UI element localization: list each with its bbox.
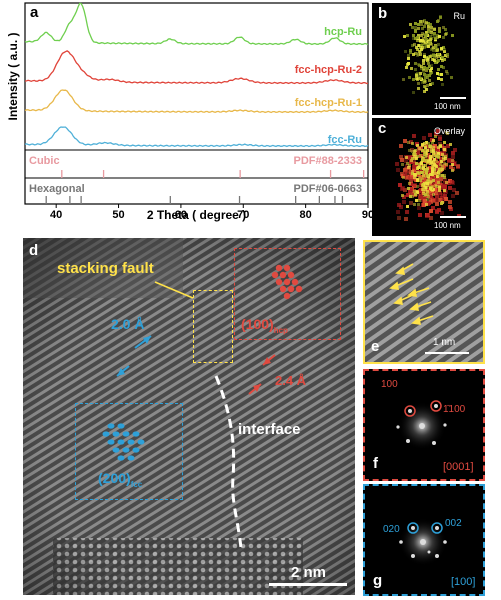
series-label-fcc-hcp-Ru-1: fcc-hcp-Ru-1	[295, 97, 362, 109]
map-b-scale-label: 100 nm	[434, 102, 461, 111]
fft-f-spot-marker-1	[404, 405, 416, 417]
xrd-panel: 40 50 60 70 80 90 2 Theta ( degree ) Intensity …	[0, 0, 374, 222]
panel-label-e: e	[371, 338, 380, 355]
fcc-region-box	[75, 403, 183, 500]
fft-g-spot-marker-1	[407, 522, 419, 534]
fft-panel-f: 100 1̄100 f [0001]	[363, 369, 485, 481]
ref-pdf-Cubic: PDF#88-2333	[294, 155, 363, 167]
fft-f-zone-label: [0001]	[443, 461, 474, 473]
map-c-scale-label: 100 nm	[434, 221, 461, 230]
x-axis-label: 2 Theta ( degree )	[147, 208, 246, 222]
hrtem-panel: d stacking fault (100)hcp (200)fcc 2.0 Å…	[23, 238, 355, 595]
fft-f-spot1-label: 100	[381, 379, 398, 390]
fft-f-spot2-label: 1̄100	[443, 404, 466, 415]
panel-label-f: f	[373, 455, 378, 472]
eds-overlay-map: c Overlay 100 nm	[372, 118, 471, 236]
x-tick-label: 90	[362, 209, 372, 221]
map-b-scale-bar	[440, 97, 466, 99]
hrtem-image	[23, 238, 355, 595]
series-label-fcc-Ru: fcc-Ru	[328, 134, 362, 146]
plot-frame	[24, 2, 369, 205]
fcc-spacing-label: 2.0 Å	[111, 316, 145, 332]
hcp-plane-label: (100)hcp	[241, 316, 288, 335]
panel-e-scale-label: 1 nm	[433, 337, 456, 348]
tem-overlay-marks	[102, 264, 347, 586]
fft-g-zone-label: [100]	[451, 576, 476, 588]
stacking-fault-pointer	[154, 281, 194, 299]
eds-ru-map: b Ru 100 nm	[372, 3, 471, 115]
x-tick-label: 70	[237, 209, 249, 221]
fft-g-image	[399, 518, 447, 566]
tem-scale-label: 2 nm	[291, 564, 327, 581]
y-axis-label: Intensity ( a.u. )	[6, 32, 20, 120]
panel-label-d: d	[29, 242, 39, 259]
panel-label-b: b	[378, 5, 388, 22]
map-c-label: Overlay	[433, 126, 465, 136]
x-tick-label: 80	[300, 209, 312, 221]
ref-pdf-Hexagonal: PDF#06-0663	[294, 183, 363, 195]
interface-line	[214, 375, 243, 549]
hcp-spacing-label: 2.4 Å	[275, 373, 307, 388]
overlay-map-image	[395, 129, 461, 221]
panel-label-g: g	[373, 572, 383, 589]
fcc-plane-label: (200)fcc	[98, 470, 143, 489]
fft-g-spot-marker-2	[431, 522, 443, 534]
panel-label-a: a	[30, 4, 39, 21]
panel-e: e 1 nm	[363, 240, 485, 364]
stacking-fault-label: stacking fault	[57, 260, 154, 277]
x-tick-label: 50	[112, 209, 124, 221]
stacking-fault-box	[193, 290, 233, 363]
panel-e-image	[365, 242, 483, 362]
xrd-series-fcc-Ru	[24, 126, 369, 148]
ref-name-Hexagonal: Hexagonal	[29, 183, 85, 195]
fft-g-spot2-label: 002	[445, 518, 462, 529]
tem-scale-bar	[269, 583, 347, 586]
panel-label-c: c	[378, 120, 387, 137]
fcc-atom-model	[102, 423, 145, 461]
fft-g-spot1-label: 020	[383, 524, 400, 535]
xrd-chart: 40 50 60 70 80 90 2 Theta ( degree ) Intensity …	[6, 2, 374, 222]
ref-name-Cubic: Cubic	[29, 155, 60, 167]
ru-map-image	[402, 15, 454, 94]
xrd-series-hcp-Ru	[24, 2, 369, 46]
panel-e-scale-bar	[425, 352, 469, 354]
xrd-series-fcc-hcp-Ru-2	[24, 50, 369, 85]
fft-panel-g: 020 002 g [100]	[363, 484, 485, 596]
x-tick-label: 40	[50, 209, 62, 221]
interface-label: interface	[238, 421, 301, 438]
fft-f-image	[396, 400, 447, 450]
series-label-hcp-Ru: hcp-Ru	[324, 26, 362, 38]
hcp-atom-model	[271, 264, 303, 300]
series-label-fcc-hcp-Ru-2: fcc-hcp-Ru-2	[295, 64, 362, 76]
panel-e-arrows	[389, 263, 434, 325]
map-b-label: Ru	[453, 11, 465, 21]
hcp-region-box	[234, 248, 341, 340]
map-c-scale-bar	[440, 216, 466, 218]
xrd-series-fcc-hcp-Ru-1	[24, 89, 369, 114]
fft-f-spot-marker-2	[430, 400, 442, 412]
x-tick-label: 60	[175, 209, 187, 221]
